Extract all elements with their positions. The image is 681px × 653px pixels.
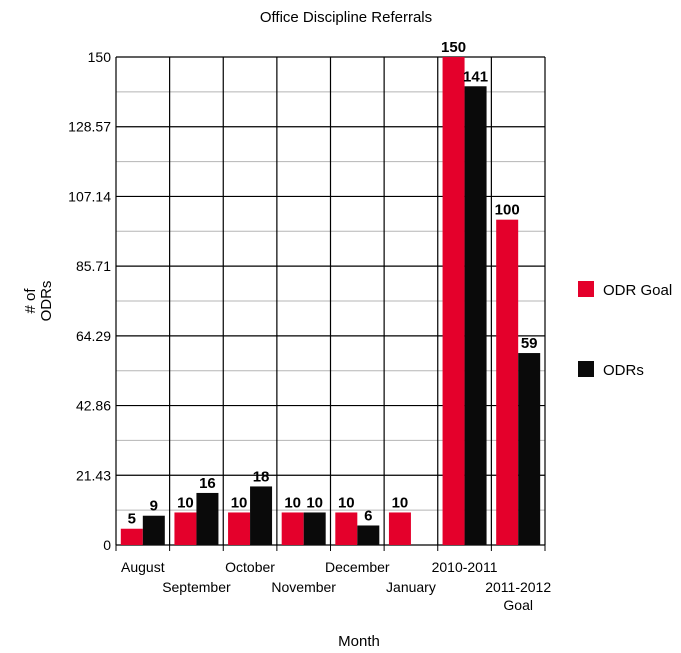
data-label: 100 bbox=[495, 202, 520, 219]
x-tick-label: August bbox=[121, 559, 165, 575]
y-axis-title-group: # of ODRs bbox=[22, 281, 55, 322]
x-tick-labels: August September October November December Ja… bbox=[121, 559, 551, 613]
bars bbox=[120, 57, 541, 545]
y-tick-labels: 0 21.43 42.86 64.29 85.71 107.14 128.57 150 bbox=[68, 49, 111, 553]
y-tick-label: 42.86 bbox=[76, 398, 111, 414]
data-label: 18 bbox=[253, 468, 270, 485]
bar bbox=[464, 86, 487, 545]
data-label: 59 bbox=[521, 335, 538, 352]
bar bbox=[250, 486, 273, 545]
y-axis-title-line: ODRs bbox=[38, 281, 55, 322]
data-label: 9 bbox=[150, 498, 158, 515]
bar bbox=[228, 512, 251, 545]
bar bbox=[335, 512, 358, 545]
legend: ODR Goal ODRs bbox=[578, 281, 672, 379]
x-tick-label: October bbox=[225, 559, 275, 575]
bar bbox=[120, 528, 143, 545]
x-tick-label: January bbox=[386, 579, 436, 595]
bar bbox=[281, 512, 304, 545]
y-tick-label: 150 bbox=[88, 49, 112, 65]
y-tick-label: 107.14 bbox=[68, 188, 111, 204]
bar bbox=[142, 515, 165, 545]
chart-title: Office Discipline Referrals bbox=[260, 9, 432, 26]
x-tick-label: December bbox=[325, 559, 390, 575]
data-labels: 59 10 16 10 18 10 10 10 6 10 150 141 100 59 bbox=[128, 39, 538, 528]
data-label: 16 bbox=[199, 475, 216, 492]
bar bbox=[357, 525, 380, 545]
bar bbox=[518, 353, 541, 545]
legend-swatch bbox=[578, 281, 594, 297]
bar bbox=[388, 512, 411, 545]
y-axis-title-line: # of bbox=[22, 288, 39, 314]
legend-swatch bbox=[578, 361, 594, 377]
x-tick-label: November bbox=[271, 579, 336, 595]
x-axis-title: Month bbox=[338, 633, 380, 650]
legend-label: ODR Goal bbox=[603, 282, 672, 299]
data-label: 10 bbox=[306, 494, 323, 511]
y-tick-label: 85.71 bbox=[76, 258, 111, 274]
data-label: 10 bbox=[177, 494, 194, 511]
y-tick-label: 128.57 bbox=[68, 119, 111, 135]
bar bbox=[196, 492, 219, 545]
y-tick-label: 0 bbox=[103, 537, 111, 553]
x-tick-label: 2010-2011 bbox=[432, 559, 498, 575]
data-label: 141 bbox=[463, 68, 488, 85]
data-label: 5 bbox=[128, 511, 136, 528]
data-label: 10 bbox=[284, 494, 301, 511]
bar bbox=[174, 512, 197, 545]
x-tick-label: September bbox=[162, 579, 231, 595]
y-tick-label: 64.29 bbox=[76, 328, 111, 344]
data-label: 6 bbox=[364, 507, 372, 524]
y-axis-title: # of ODRs bbox=[22, 281, 55, 322]
data-label: 10 bbox=[338, 494, 355, 511]
data-label: 150 bbox=[441, 39, 466, 56]
x-tick-label: Goal bbox=[503, 597, 533, 613]
bar bbox=[496, 219, 519, 545]
data-label: 10 bbox=[231, 494, 248, 511]
y-tick-label: 21.43 bbox=[76, 467, 111, 483]
bar bbox=[303, 512, 326, 545]
legend-label: ODRs bbox=[603, 362, 644, 379]
x-tick-label: 2011-2012 bbox=[485, 579, 551, 595]
data-label: 10 bbox=[392, 494, 409, 511]
bar bbox=[442, 57, 465, 545]
